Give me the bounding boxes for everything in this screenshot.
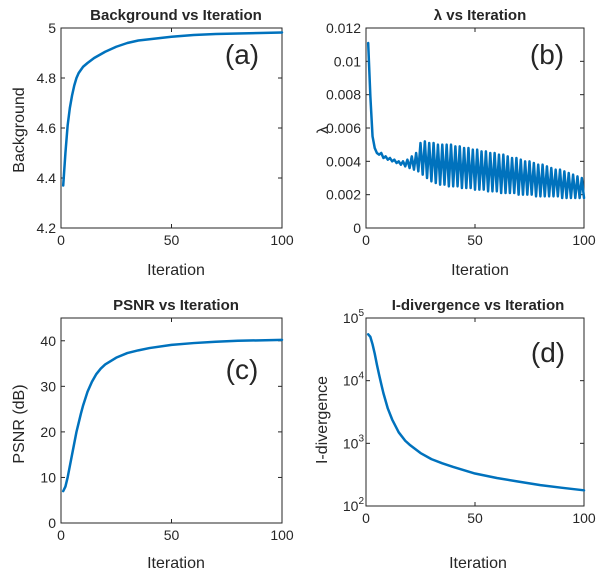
panel-b-ytick-label: 0.002 bbox=[326, 187, 361, 203]
panel-d-title: I-divergence vs Iteration bbox=[392, 297, 565, 314]
panel-b-series-line bbox=[366, 41, 586, 200]
panel-d-xtick-label: 100 bbox=[572, 510, 596, 526]
panel-b-ytick-label: 0 bbox=[353, 220, 361, 236]
panel-c-ytick-label: 40 bbox=[40, 333, 56, 349]
panel-b-ytick-label: 0.006 bbox=[326, 120, 361, 136]
panel-a-ytick-label: 4.6 bbox=[37, 120, 57, 136]
panel-d-xtick-label: 0 bbox=[362, 510, 370, 526]
panel-a-series-line bbox=[61, 31, 284, 187]
panel-d: I-divergence vs Iteration (d) Iteration … bbox=[314, 297, 596, 572]
panel-c-ytick-label: 30 bbox=[40, 378, 56, 394]
panel-c-xtick-label: 50 bbox=[164, 527, 180, 543]
panel-d-ytick-label: 104 bbox=[343, 371, 365, 389]
panel-b-xtick-label: 100 bbox=[572, 232, 596, 248]
panel-b-ytick-label: 0.008 bbox=[326, 87, 361, 103]
panel-c-ytick-label: 20 bbox=[40, 424, 56, 440]
panel-b: λ vs Iteration (b) Iteration λ 0 50 100 0 0.… bbox=[315, 7, 596, 279]
panel-a-label: (a) bbox=[225, 39, 259, 70]
panel-a: Background vs Iteration (a) Iteration Ba… bbox=[11, 7, 294, 279]
panel-a-ytick-label: 5 bbox=[48, 20, 56, 36]
panel-a-title: Background vs Iteration bbox=[90, 7, 262, 24]
panel-d-ytick-label: 105 bbox=[343, 308, 365, 326]
panel-b-title: λ vs Iteration bbox=[434, 7, 527, 24]
panel-c-label: (c) bbox=[226, 354, 259, 385]
panel-a-xtick-label: 0 bbox=[57, 232, 65, 248]
panel-d-xlabel: Iteration bbox=[449, 555, 507, 572]
panel-c: PSNR vs Iteration (c) Iteration PSNR (dB… bbox=[11, 297, 294, 572]
panel-c-ytick-label: 10 bbox=[40, 469, 56, 485]
panel-c-xlabel: Iteration bbox=[147, 555, 205, 572]
panel-a-ytick-label: 4.4 bbox=[37, 170, 57, 186]
panel-a-ytick-label: 4.8 bbox=[37, 70, 57, 86]
panel-c-series-line bbox=[61, 338, 284, 493]
panel-c-ytick-label: 0 bbox=[48, 515, 56, 531]
panel-a-xtick-label: 100 bbox=[270, 232, 294, 248]
panel-c-xtick-label: 100 bbox=[270, 527, 294, 543]
panel-d-ytick-label: 103 bbox=[343, 433, 365, 451]
panel-b-xtick-label: 50 bbox=[467, 232, 483, 248]
panel-b-label: (b) bbox=[530, 39, 564, 70]
panel-b-ytick-label: 0.004 bbox=[326, 153, 361, 169]
panel-a-ylabel: Background bbox=[11, 87, 28, 172]
panel-d-series-line bbox=[366, 333, 586, 492]
panel-b-xlabel: Iteration bbox=[451, 262, 509, 279]
panel-d-ylabel: I-divergence bbox=[314, 376, 331, 464]
panel-c-ylabel: PSNR (dB) bbox=[11, 384, 28, 463]
panel-b-xtick-label: 0 bbox=[362, 232, 370, 248]
panel-b-ytick-label: 0.01 bbox=[334, 53, 361, 69]
panel-d-xtick-label: 50 bbox=[467, 510, 483, 526]
panel-a-xtick-label: 50 bbox=[164, 232, 180, 248]
panel-c-axes-frame bbox=[60, 317, 283, 524]
panel-a-ytick-label: 4.2 bbox=[37, 220, 57, 236]
panel-d-label: (d) bbox=[531, 337, 565, 368]
panel-c-xtick-label: 0 bbox=[57, 527, 65, 543]
panel-b-ytick-label: 0.012 bbox=[326, 20, 361, 36]
panel-c-title: PSNR vs Iteration bbox=[113, 297, 239, 314]
panel-b-ylabel: λ bbox=[315, 126, 332, 134]
panel-a-xlabel: Iteration bbox=[147, 262, 205, 279]
